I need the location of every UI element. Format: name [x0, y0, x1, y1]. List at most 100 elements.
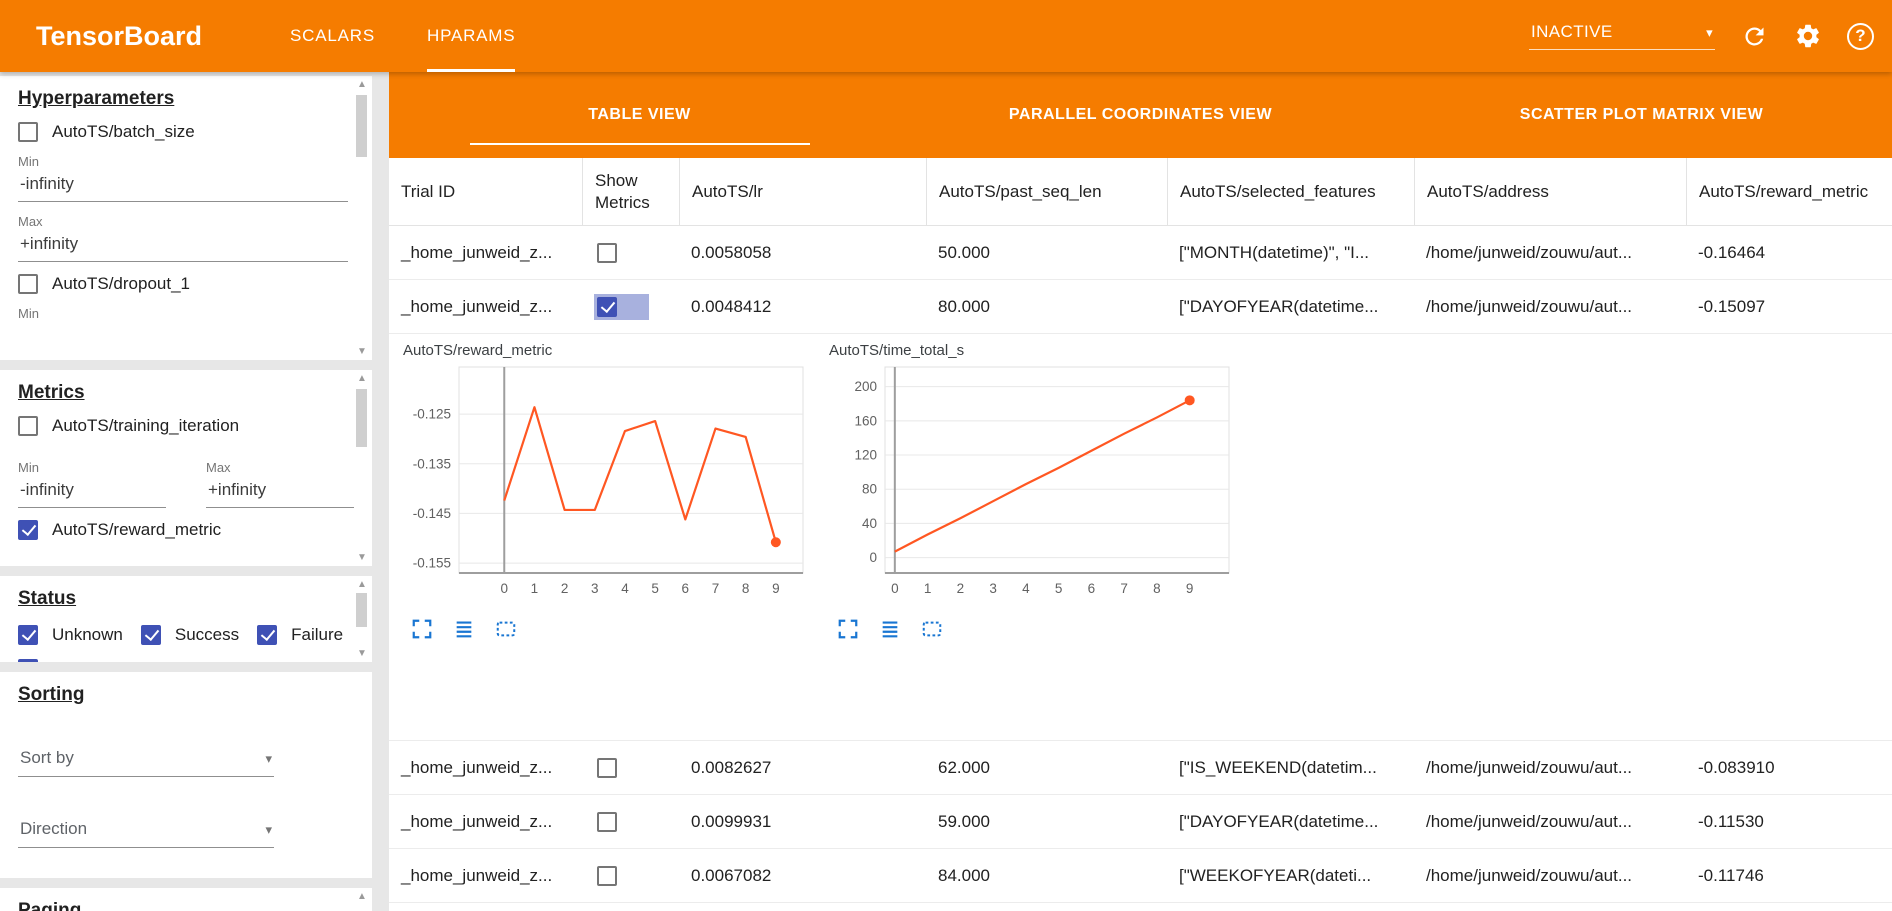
cell-reward-metric: -0.083910: [1698, 757, 1775, 777]
checkbox-icon[interactable]: [18, 520, 38, 540]
svg-text:2: 2: [957, 581, 965, 596]
table-row[interactable]: _home_junweid_z... 0.0067082 84.000 ["WE…: [389, 849, 1892, 903]
time-total-line-chart[interactable]: 200 160 120 80 40 0 0 1 2 3 4 5 6 7 8 9: [827, 359, 1247, 610]
svg-text:160: 160: [854, 413, 877, 428]
cell-show-metrics: [582, 755, 679, 781]
min-input[interactable]: -infinity: [18, 169, 348, 202]
list-icon[interactable]: [879, 618, 901, 640]
tab-scalars[interactable]: SCALARS: [290, 26, 375, 45]
table-row[interactable]: _home_junweid_z... 0.0082627 62.000 ["IS…: [389, 741, 1892, 795]
scrollbar[interactable]: ▲ ▼: [355, 373, 369, 563]
scrollbar[interactable]: ▲ ▼: [355, 79, 369, 357]
show-metrics-highlight: [594, 240, 620, 266]
svg-text:3: 3: [989, 581, 997, 596]
direction-dropdown[interactable]: Direction ▾: [18, 813, 274, 848]
scrollbar-thumb[interactable]: [356, 95, 367, 157]
status-success-row[interactable]: Success: [140, 625, 239, 645]
sort-by-dropdown[interactable]: Sort by ▾: [18, 742, 274, 777]
run-status-value: INACTIVE: [1531, 22, 1613, 41]
status-running-row[interactable]: Running: [18, 659, 115, 662]
paging-panel: Paging ▲: [0, 888, 372, 911]
cell-reward-metric: -0.15097: [1698, 296, 1766, 316]
refresh-icon[interactable]: [1739, 21, 1769, 51]
cell-reward-metric: -0.11530: [1698, 811, 1764, 831]
checkbox-icon[interactable]: [18, 625, 38, 645]
svg-text:1: 1: [924, 581, 932, 596]
table-row[interactable]: _home_junweid_z... 0.0058058 50.000 ["MO…: [389, 226, 1892, 280]
max-label: Max: [202, 564, 346, 566]
hparam-label: AutoTS/batch_size: [52, 122, 195, 141]
min-label: Min: [18, 154, 39, 169]
scrollbar[interactable]: ▲ ▼: [355, 579, 369, 659]
scroll-up-icon[interactable]: ▲: [357, 373, 367, 384]
run-status-dropdown[interactable]: INACTIVE ▾: [1529, 22, 1715, 50]
scroll-down-icon[interactable]: ▼: [357, 346, 367, 357]
help-icon[interactable]: ?: [1847, 22, 1874, 50]
col-autots-address[interactable]: AutoTS/address: [1414, 158, 1686, 225]
col-autots-selected-features[interactable]: AutoTS/selected_features: [1167, 158, 1414, 225]
expand-icon[interactable]: [837, 618, 859, 640]
cell-trial-id: _home_junweid_z...: [401, 757, 553, 777]
show-metrics-checkbox[interactable]: [597, 865, 617, 886]
max-input[interactable]: +infinity: [18, 229, 348, 262]
table-row[interactable]: _home_junweid_z... 0.0048412 80.000 ["DA…: [389, 280, 1892, 334]
hparam-dropout-row[interactable]: AutoTS/dropout_1: [18, 274, 346, 294]
checkbox-icon[interactable]: [140, 625, 161, 645]
checkbox-icon[interactable]: [18, 659, 38, 662]
col-autots-lr[interactable]: AutoTS/lr: [679, 158, 926, 225]
svg-text:5: 5: [1055, 581, 1063, 596]
show-metrics-checkbox[interactable]: [597, 296, 617, 317]
show-metrics-checkbox[interactable]: [597, 757, 617, 778]
tab-scatter-plot-matrix-view[interactable]: SCATTER PLOT MATRIX VIEW: [1391, 72, 1892, 158]
svg-text:5: 5: [651, 581, 659, 596]
svg-text:6: 6: [682, 581, 690, 596]
col-trial-id[interactable]: Trial ID: [401, 181, 456, 201]
checkbox-icon[interactable]: [257, 625, 278, 645]
scroll-down-icon[interactable]: ▼: [357, 552, 367, 563]
status-unknown-row[interactable]: Unknown: [18, 625, 123, 645]
table-row[interactable]: _home_junweid_z... 0.0099931 59.000 ["DA…: [389, 795, 1892, 849]
scrollbar[interactable]: ▲: [355, 891, 369, 911]
scroll-up-icon[interactable]: ▲: [357, 891, 367, 902]
hparam-label: AutoTS/dropout_1: [52, 274, 190, 293]
max-input[interactable]: +infinity: [206, 475, 354, 508]
chart-toolbar: [411, 618, 821, 640]
metric-training-iteration-row[interactable]: AutoTS/training_iteration: [18, 416, 346, 436]
checkbox-icon[interactable]: [18, 274, 38, 294]
svg-text:8: 8: [742, 581, 750, 596]
checkbox-icon[interactable]: [18, 122, 38, 142]
tab-table-view[interactable]: TABLE VIEW: [389, 72, 890, 158]
view-tab-label: SCATTER PLOT MATRIX VIEW: [1519, 106, 1764, 123]
metric-reward-metric-row[interactable]: AutoTS/reward_metric: [18, 520, 346, 540]
reward-metric-line-chart[interactable]: -0.125 -0.135 -0.145 -0.155 0 1 2 3 4 5 6 7 8 9: [401, 359, 821, 610]
table-bottom-rows: _home_junweid_z... 0.0082627 62.000 ["IS…: [389, 740, 1892, 903]
show-metrics-checkbox[interactable]: [597, 242, 617, 263]
checkbox-icon[interactable]: [18, 416, 38, 436]
show-metrics-highlight: [594, 755, 620, 781]
min-input[interactable]: -infinity: [18, 475, 166, 508]
scroll-up-icon[interactable]: ▲: [357, 79, 367, 90]
col-show-metrics[interactable]: Show Metrics: [582, 158, 679, 225]
col-autots-reward-metric[interactable]: AutoTS/reward_metric: [1686, 158, 1892, 225]
scroll-down-icon[interactable]: ▼: [357, 648, 367, 659]
selection-box-icon[interactable]: [921, 618, 943, 640]
show-metrics-checkbox[interactable]: [597, 811, 617, 832]
app-title: TensorBoard: [36, 20, 203, 51]
max-label: Max: [18, 214, 43, 229]
svg-text:2: 2: [561, 581, 569, 596]
scrollbar-thumb[interactable]: [356, 389, 367, 447]
hparam-batch-size-row[interactable]: AutoTS/batch_size: [18, 122, 346, 142]
list-icon[interactable]: [453, 618, 475, 640]
col-autots-past-seq-len[interactable]: AutoTS/past_seq_len: [926, 158, 1167, 225]
svg-text:9: 9: [772, 581, 780, 596]
scroll-up-icon[interactable]: ▲: [357, 579, 367, 590]
section-title-sorting: Sorting: [18, 684, 85, 705]
tab-parallel-coordinates-view[interactable]: PARALLEL COORDINATES VIEW: [890, 72, 1391, 158]
selection-box-icon[interactable]: [495, 618, 517, 640]
scrollbar-thumb[interactable]: [356, 593, 367, 627]
expand-icon[interactable]: [411, 618, 433, 640]
settings-gear-icon[interactable]: [1793, 21, 1823, 51]
tab-hparams[interactable]: HPARAMS: [427, 0, 516, 72]
status-panel: Status Unknown Success Failure Running ▲…: [0, 576, 372, 662]
status-failure-row[interactable]: Failure: [257, 625, 343, 645]
